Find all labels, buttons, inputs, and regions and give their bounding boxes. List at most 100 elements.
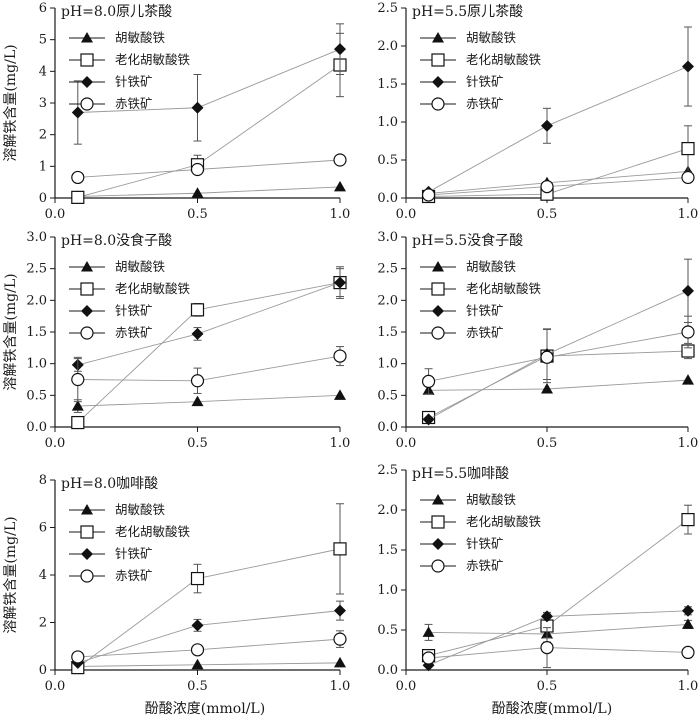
data-point: [682, 618, 694, 629]
data-point: [71, 106, 84, 119]
x-tick-label: 0.0: [396, 207, 417, 222]
data-point: [190, 374, 205, 388]
legend-label: 赤铁矿: [115, 96, 153, 111]
legend-label: 针铁矿: [466, 536, 504, 551]
x-tick-label: 1.0: [678, 679, 699, 694]
y-tick-label: 2: [39, 128, 47, 143]
x-axis-label-left: 酚酸浓度(mmol/L): [145, 701, 265, 717]
legend-label: 老化胡敏酸铁: [115, 52, 191, 67]
legend-label: 针铁矿: [115, 546, 153, 561]
data-point: [681, 645, 695, 660]
chart-title: pH=8.0没食子酸: [61, 232, 172, 249]
y-tick-label: 1.0: [377, 583, 398, 598]
series-1: [422, 165, 694, 198]
y-tick-label: 0.0: [377, 191, 398, 206]
data-point: [71, 650, 85, 664]
data-point: [681, 325, 695, 339]
data-point: [681, 142, 695, 156]
legend-marker: [81, 261, 93, 272]
y-tick-label: 0.5: [377, 623, 398, 638]
y-axis-label: 溶解铁含量(mg/L): [3, 44, 19, 161]
data-point: [334, 389, 346, 400]
x-tick-label: 0.0: [45, 436, 66, 451]
y-tick-label: 1.0: [26, 357, 47, 372]
legend-marker: [80, 525, 94, 539]
legend-marker: [80, 97, 94, 111]
chart-panel-2: 0.0 0.5 1.0 1.5 2.0 2.5 0.0 0.5 1.0 pH=5.5原儿茶酸胡敏酸…: [377, 1, 698, 222]
data-point: [191, 101, 204, 114]
data-point: [190, 162, 205, 177]
legend-marker: [431, 559, 445, 573]
chart-title: pH=5.5咖啡酸: [412, 466, 509, 482]
x-tick-label: 0.5: [187, 436, 208, 451]
data-point: [190, 643, 205, 657]
chart-panel-5: 0 2 4 6 8 0.0 0.5 1.0 溶解铁含量(mg/L) pH=8.0咖啡酸胡敏酸铁老化…: [3, 473, 350, 694]
data-point: [333, 542, 347, 556]
y-tick-label: 2: [39, 616, 47, 631]
legend-label: 针铁矿: [115, 74, 153, 89]
data-point: [682, 60, 694, 73]
x-tick-label: 1.0: [330, 207, 351, 222]
series-2: [421, 125, 695, 204]
x-tick-label: 0.0: [396, 436, 417, 451]
series-line: [428, 148, 689, 197]
series-line: [77, 355, 341, 382]
data-point: [540, 350, 554, 364]
x-tick-label: 1.0: [330, 679, 351, 694]
series-2: [421, 504, 695, 663]
y-tick-label: 1: [39, 159, 47, 174]
data-point: [190, 571, 205, 586]
legend-label: 赤铁矿: [115, 568, 153, 583]
legend-label: 赤铁矿: [466, 96, 504, 111]
chart-panel-6: 0.0 0.5 1.0 1.5 2.0 2.5 0.0 0.5 1.0 pH=5.5咖啡酸胡敏酸铁…: [377, 463, 698, 694]
x-tick-label: 1.0: [330, 436, 351, 451]
data-point: [71, 400, 84, 411]
y-tick-label: 1.0: [377, 357, 398, 372]
series-2: [421, 328, 695, 425]
legend-marker: [431, 282, 445, 296]
series-line: [77, 662, 341, 667]
legend-marker: [80, 569, 94, 583]
y-tick-label: 1.5: [377, 543, 398, 558]
legend-label: 老化胡敏酸铁: [115, 281, 191, 296]
y-tick-label: 3.0: [26, 230, 47, 245]
legend-marker: [432, 538, 444, 550]
x-tick-label: 0.0: [45, 207, 66, 222]
series-3: [71, 266, 346, 372]
series-1: [71, 389, 346, 413]
legend-label: 老化胡敏酸铁: [466, 52, 542, 67]
data-point: [333, 632, 347, 646]
y-tick-label: 6: [39, 521, 47, 536]
series-4: [71, 630, 347, 664]
data-point: [191, 187, 204, 198]
data-point: [422, 626, 435, 637]
series-1: [422, 374, 694, 395]
data-point: [541, 383, 553, 394]
legend-marker: [80, 282, 94, 296]
data-point: [334, 43, 346, 56]
data-point: [71, 372, 85, 387]
data-point: [190, 303, 205, 317]
series-line: [77, 394, 341, 407]
legend-marker: [81, 76, 93, 88]
series-line: [77, 638, 341, 658]
series-2: [71, 32, 347, 204]
y-tick-label: 5: [39, 33, 47, 48]
x-tick-label: 0.5: [537, 679, 558, 694]
data-point: [422, 413, 435, 426]
x-axis-label-right: 酚酸浓度(mmol/L): [492, 701, 612, 717]
x-tick-label: 0.5: [537, 436, 558, 451]
data-point: [333, 349, 347, 363]
data-point: [71, 170, 85, 185]
data-point: [191, 619, 204, 632]
series-3: [422, 604, 694, 672]
x-tick-label: 0.0: [45, 679, 66, 694]
legend-marker: [432, 76, 444, 88]
series-line: [77, 548, 341, 668]
series-4: [421, 315, 695, 395]
chart-panels: 0 1 2 3 4 5 6 0.0 0.5 1.0 溶解铁含量(mg/L) pH=8.0原儿茶酸胡敏酸…: [3, 1, 698, 694]
data-point: [421, 188, 436, 202]
